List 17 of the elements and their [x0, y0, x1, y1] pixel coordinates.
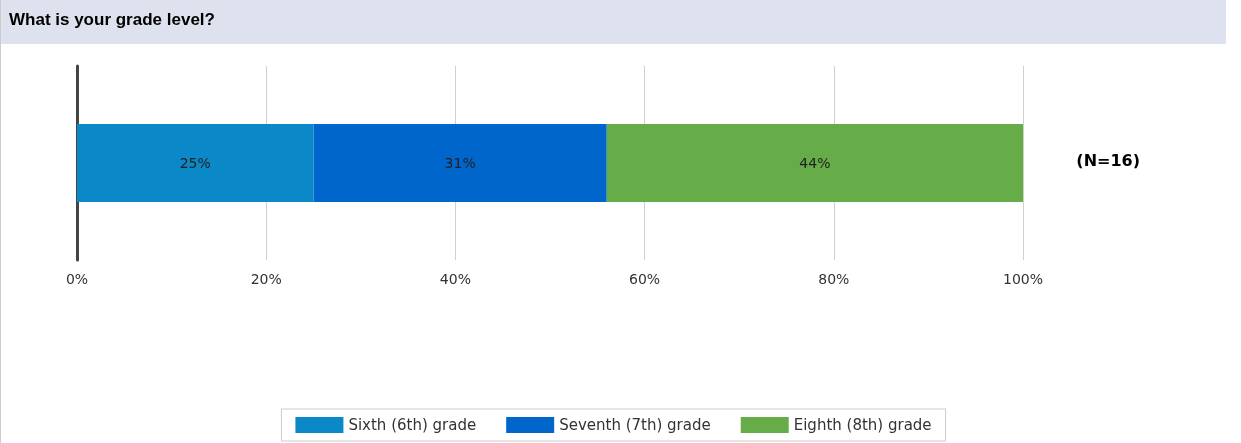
chart-title: What is your grade level?	[1, 0, 1226, 44]
x-tick-label: 80%	[818, 271, 850, 287]
data-label: 25%	[179, 155, 211, 171]
data-label: 44%	[799, 155, 831, 171]
x-tick-label: 100%	[1002, 271, 1044, 287]
legend-label: Eighth (8th) grade	[793, 416, 932, 434]
bar	[313, 124, 607, 202]
data-label: 31%	[444, 155, 476, 171]
legend-label: Seventh (7th) grade	[559, 416, 711, 434]
x-tick-label: 0%	[65, 271, 89, 287]
bar	[606, 124, 1023, 202]
text: (N=16)	[1076, 150, 1140, 170]
bar	[77, 124, 314, 202]
x-tick-label: 40%	[439, 271, 471, 287]
legend-label: Sixth (6th) grade	[348, 416, 477, 434]
x-tick-label: 60%	[629, 271, 661, 287]
x-tick-label: 20%	[250, 271, 282, 287]
